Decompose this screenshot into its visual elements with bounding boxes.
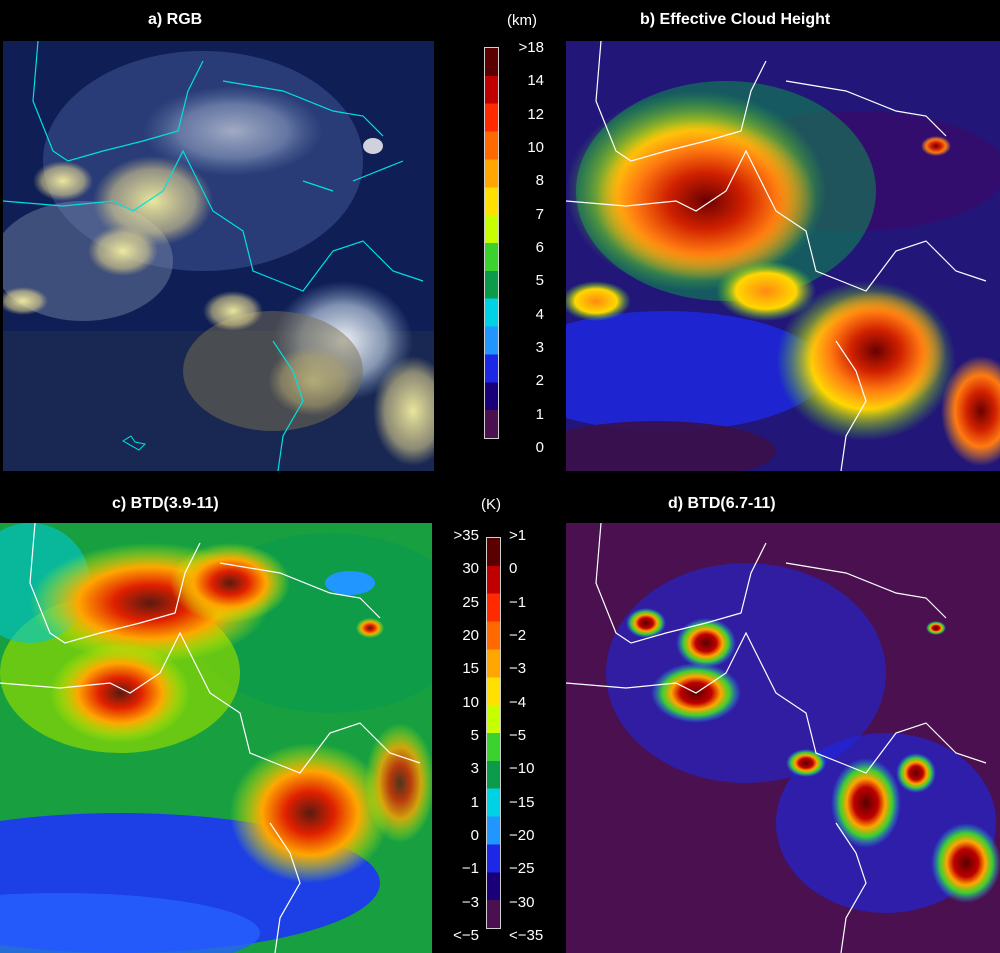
colorbar-tick-label: 5 <box>470 727 479 744</box>
colorbar-tick-label: −5 <box>509 727 527 744</box>
rgb-satellite-image <box>3 41 434 471</box>
panel-d-title: d) BTD(6.7-11) <box>668 495 776 512</box>
colorbar-tick-label: 20 <box>462 627 479 644</box>
height-colorbar <box>484 47 499 439</box>
colorbar-tick-label: 14 <box>527 72 544 90</box>
colorbar-tick-label: −25 <box>509 860 535 878</box>
btd-colorbar <box>486 537 501 929</box>
colorbar-tick-label: 3 <box>470 760 479 778</box>
colorbar-tick-label: −3 <box>509 660 527 678</box>
height-unit-label: (km) <box>507 12 537 29</box>
colorbar-tick-label: >1 <box>509 527 527 544</box>
colorbar-tick-label: −1 <box>509 593 527 611</box>
colorbar-tick-label: 0 <box>535 439 544 456</box>
btd-3-9-11-image <box>0 523 432 953</box>
colorbar-tick-label: −15 <box>509 793 535 811</box>
colorbar-tick-label: 12 <box>527 105 544 123</box>
cloud-height-image <box>566 41 1000 471</box>
colorbar-tick-label: 6 <box>535 239 544 256</box>
colorbar-tick-label: 8 <box>535 172 544 190</box>
colorbar-tick-label: −20 <box>509 827 535 844</box>
colorbar-tick-label: −4 <box>509 693 527 711</box>
colorbar-tick-label: −30 <box>509 893 535 911</box>
colorbar-tick-label: 1 <box>470 793 479 811</box>
colorbar-tick-label: 15 <box>462 660 479 678</box>
colorbar-tick-label: 1 <box>535 405 544 423</box>
panel-a-rgb-image <box>3 41 434 471</box>
colorbar-tick-label: 10 <box>462 693 479 711</box>
panel-c-btd-3-9-11-image <box>0 523 432 953</box>
colorbar-tick-label: 10 <box>527 139 544 156</box>
colorbar-tick-label: −10 <box>509 760 535 778</box>
colorbar-tick-label: 0 <box>470 827 479 844</box>
colorbar-tick-label: 5 <box>535 272 544 290</box>
btd-unit-label: (K) <box>481 496 501 513</box>
colorbar-tick-label: 3 <box>535 339 544 356</box>
panel-d-btd-6-7-11-image <box>566 523 1000 953</box>
colorbar-tick-label: 25 <box>462 593 479 611</box>
colorbar-tick-label: 2 <box>535 372 544 390</box>
colorbar-tick-label: <−35 <box>509 927 544 944</box>
panel-a-title: a) RGB <box>148 11 203 28</box>
colorbar-tick-label: <−5 <box>453 927 479 944</box>
colorbar-tick-label: 7 <box>535 205 544 223</box>
panel-c-title: c) BTD(3.9-11) <box>112 495 219 512</box>
colorbar-tick-label: −3 <box>461 893 479 911</box>
colorbar-tick-label: >35 <box>453 527 479 544</box>
btd-6-7-11-image <box>566 523 1000 953</box>
colorbar-tick-label: 0 <box>509 560 518 578</box>
colorbar-tick-label: −2 <box>509 627 527 644</box>
colorbar-tick-label: −1 <box>461 860 479 878</box>
panel-b-title: b) Effective Cloud Height <box>640 11 831 28</box>
colorbar-tick-label: 4 <box>535 305 544 323</box>
colorbar-tick-label: >18 <box>518 39 544 56</box>
panel-b-cloud-height-image <box>566 41 1000 471</box>
colorbar-tick-label: 30 <box>462 560 479 578</box>
